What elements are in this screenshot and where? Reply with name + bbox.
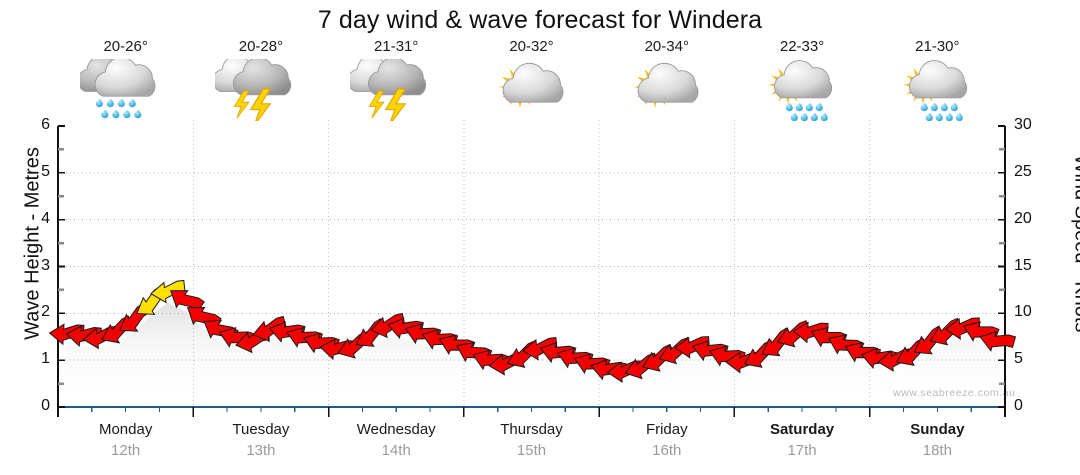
temperature-range: 20-28° — [238, 38, 284, 55]
right-axis-tick-label: 0 — [1014, 397, 1023, 414]
day-date-label: 13th — [246, 442, 276, 459]
day-header-tuesday: 20-28° — [193, 38, 328, 121]
wind-barb — [150, 279, 186, 304]
temperature-range: 20-34° — [644, 38, 689, 55]
day-date-label: 18th — [922, 442, 952, 459]
day-header-sunday: 21-30° — [870, 38, 1005, 121]
thunderstorm-icon — [329, 59, 464, 121]
sun-cloud-rain-icon — [735, 59, 870, 121]
wind-barb — [674, 336, 710, 359]
day-header-saturday: 22-33° — [735, 38, 870, 121]
wind-barb-series — [48, 279, 1017, 407]
day-header-thursday: 20-32° — [464, 38, 599, 121]
day-name-label: Tuesday — [232, 421, 290, 438]
temperature-range: 20-32° — [509, 38, 554, 55]
right-axis-tick-label: 25 — [1014, 162, 1032, 180]
barb-track-shading — [58, 302, 1005, 407]
day-date-label: 15th — [516, 442, 547, 459]
left-axis-tick-label: 6 — [41, 116, 50, 133]
day-date-label: 12th — [111, 442, 141, 459]
right-axis-tick-label: 5 — [1014, 350, 1023, 368]
day-footer-saturday: Saturday 17th — [735, 420, 870, 461]
right-axis-tick-label: 15 — [1014, 256, 1032, 274]
temperature-range: 21-30° — [915, 38, 960, 55]
temperature-range: 22-33° — [779, 38, 825, 55]
left-axis-tick-label: 4 — [41, 209, 50, 227]
day-name-label: Monday — [98, 421, 153, 438]
wind-barb — [170, 290, 205, 312]
day-header-wednesday: 21-31° — [329, 38, 464, 121]
day-header-friday: 20-34° — [599, 38, 734, 121]
temperature-range: 20-26° — [103, 38, 148, 55]
day-footer-monday: Monday 12th — [58, 420, 193, 461]
day-footer-wednesday: Wednesday 14th — [329, 420, 464, 461]
left-axis-tick-label: 5 — [41, 162, 50, 180]
day-date-label: 14th — [381, 442, 411, 459]
day-name-label: Thursday — [500, 421, 563, 438]
day-name-label: Saturday — [769, 421, 835, 438]
sun-cloud-icon — [599, 59, 734, 121]
page-title: 7 day wind & wave forecast for Windera — [317, 6, 763, 34]
day-name-label: Sunday — [910, 421, 965, 438]
day-date-label: 17th — [787, 442, 817, 459]
day-footer-friday: Friday 16th — [599, 420, 734, 461]
wind-barb — [979, 330, 1017, 352]
thunderstorm-icon — [193, 59, 328, 121]
day-footer-sunday: Sunday 18th — [870, 420, 1005, 461]
left-axis-tick-label: 3 — [41, 256, 50, 274]
right-axis-tick-label: 10 — [1014, 303, 1032, 321]
temperature-range: 21-31° — [374, 38, 419, 55]
sun-cloud-rain-icon — [870, 59, 1005, 121]
day-footer-tuesday: Tuesday 13th — [193, 420, 328, 461]
right-axis-tick-label: 30 — [1014, 116, 1032, 133]
sun-cloud-icon — [464, 59, 599, 121]
left-axis-tick-label: 1 — [41, 350, 50, 368]
day-footer-thursday: Thursday 15th — [464, 420, 599, 461]
day-header-monday: 20-26° — [58, 38, 193, 121]
left-axis-tick-label: 0 — [41, 397, 50, 414]
left-axis-tick-label: 2 — [41, 303, 50, 321]
day-name-label: Wednesday — [356, 421, 436, 438]
right-axis-tick-label: 20 — [1014, 209, 1032, 227]
rain-icon — [58, 59, 193, 121]
day-name-label: Friday — [645, 421, 688, 438]
day-date-label: 16th — [652, 442, 682, 459]
